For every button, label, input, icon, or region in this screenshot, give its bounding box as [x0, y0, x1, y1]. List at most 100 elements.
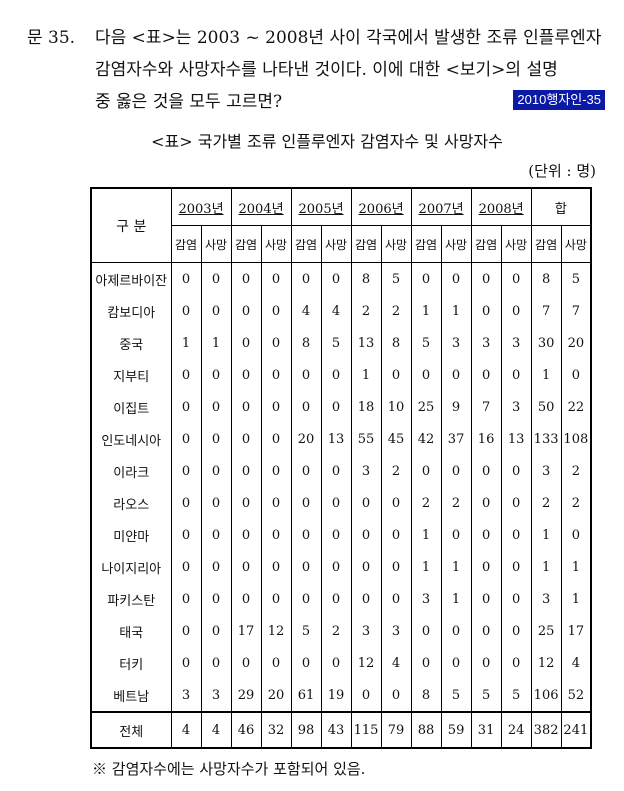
infected-cell: 4 [290, 295, 322, 327]
infected-cell: 3 [350, 615, 382, 647]
infected-cell: 5 [470, 679, 502, 712]
infected-cell: 0 [170, 583, 202, 615]
country-cell: 베트남 [90, 679, 172, 712]
deaths-cell: 13 [500, 423, 532, 455]
infected-cell: 88 [410, 711, 442, 748]
infected-cell: 3 [350, 455, 382, 487]
infected-header: 감염 [470, 225, 502, 263]
deaths-cell: 24 [500, 711, 532, 748]
infected-cell: 2 [530, 487, 562, 519]
corner-label: 구 분 [90, 188, 172, 263]
infected-cell: 13 [350, 327, 382, 359]
infected-cell: 1 [530, 359, 562, 391]
deaths-cell: 2 [560, 487, 592, 519]
deaths-cell: 0 [380, 679, 412, 712]
infected-header: 감염 [530, 225, 562, 263]
infected-cell: 0 [230, 423, 262, 455]
country-cell: 미얀마 [90, 519, 172, 551]
deaths-header: 사망 [320, 225, 352, 263]
table-row: 라오스 0 0 0 0 0 0 0 0 2 2 0 0 2 2 [90, 487, 592, 519]
deaths-cell: 45 [380, 423, 412, 455]
country-cell: 지부티 [90, 359, 172, 391]
infected-cell: 0 [290, 262, 322, 295]
infected-cell: 3 [170, 679, 202, 712]
infected-cell: 1 [170, 327, 202, 359]
deaths-cell: 79 [380, 711, 412, 748]
deaths-cell: 2 [320, 615, 352, 647]
infected-cell: 0 [410, 262, 442, 295]
deaths-cell: 0 [440, 615, 472, 647]
infected-cell: 0 [170, 359, 202, 391]
deaths-cell: 2 [440, 487, 472, 519]
deaths-cell: 0 [260, 487, 292, 519]
table-unit: (단위 : 명) [528, 162, 596, 180]
infected-cell: 0 [290, 551, 322, 583]
infected-cell: 0 [170, 487, 202, 519]
infected-cell: 0 [470, 583, 502, 615]
deaths-header: 사망 [260, 225, 292, 263]
infected-cell: 0 [230, 647, 262, 679]
infected-cell: 1 [350, 359, 382, 391]
deaths-cell: 0 [380, 519, 412, 551]
infected-cell: 29 [230, 679, 262, 712]
infected-cell: 7 [530, 295, 562, 327]
infected-cell: 17 [230, 615, 262, 647]
infected-cell: 382 [530, 711, 562, 748]
deaths-cell: 0 [500, 295, 532, 327]
infected-cell: 12 [530, 647, 562, 679]
year-header: 2003년 [170, 188, 232, 226]
deaths-cell: 0 [320, 519, 352, 551]
table-row: 지부티 0 0 0 0 0 0 1 0 0 0 0 0 1 0 [90, 359, 592, 391]
sub-header-row: 감염 사망 감염 사망 감염 사망 감염 사망 감염 사망 감염 사망 감염 사망 [91, 225, 592, 263]
infected-header: 감염 [350, 225, 382, 263]
infected-cell: 0 [230, 551, 262, 583]
infected-cell: 0 [290, 583, 322, 615]
deaths-cell: 20 [560, 327, 592, 359]
infected-cell: 0 [170, 423, 202, 455]
year-header: 2008년 [470, 188, 532, 226]
infected-cell: 8 [350, 262, 382, 295]
infected-cell: 25 [530, 615, 562, 647]
country-cell: 인도네시아 [90, 423, 172, 455]
question-line-1: 문 35. 다음 <표>는 2003 ~ 2008년 사이 각국에서 발생한 조류… [27, 22, 607, 54]
country-cell: 나이지리아 [90, 551, 172, 583]
infected-cell: 0 [170, 615, 202, 647]
infected-cell: 0 [290, 519, 322, 551]
deaths-cell: 0 [200, 487, 232, 519]
infected-cell: 1 [410, 551, 442, 583]
deaths-cell: 2 [380, 455, 412, 487]
deaths-cell: 0 [440, 455, 472, 487]
deaths-cell: 17 [560, 615, 592, 647]
infected-cell: 0 [170, 262, 202, 295]
country-cell: 아제르바이잔 [90, 262, 172, 295]
deaths-cell: 0 [320, 359, 352, 391]
deaths-cell: 0 [500, 615, 532, 647]
deaths-cell: 0 [380, 487, 412, 519]
deaths-cell: 0 [500, 583, 532, 615]
infected-cell: 0 [470, 647, 502, 679]
deaths-cell: 0 [440, 519, 472, 551]
country-cell: 이집트 [90, 391, 172, 423]
deaths-cell: 22 [560, 391, 592, 423]
infected-cell: 0 [350, 487, 382, 519]
deaths-cell: 10 [380, 391, 412, 423]
deaths-cell: 4 [560, 647, 592, 679]
deaths-cell: 0 [380, 583, 412, 615]
infected-header: 감염 [290, 225, 322, 263]
question-number: 문 35. [27, 28, 76, 48]
infected-cell: 0 [350, 551, 382, 583]
table-row: 미얀마 0 0 0 0 0 0 0 0 1 0 0 0 1 0 [90, 519, 592, 551]
infected-cell: 1 [530, 551, 562, 583]
infected-cell: 0 [410, 615, 442, 647]
table-row: 이집트 0 0 0 0 0 0 18 10 25 9 7 3 50 22 [90, 391, 592, 423]
country-cell: 파키스탄 [90, 583, 172, 615]
infected-cell: 0 [410, 647, 442, 679]
deaths-cell: 4 [320, 295, 352, 327]
infected-cell: 55 [350, 423, 382, 455]
deaths-cell: 0 [200, 455, 232, 487]
deaths-cell: 0 [500, 359, 532, 391]
deaths-cell: 5 [500, 679, 532, 712]
data-table: 구 분 2003년 2004년 2005년 2006년 2007년 2008년 … [90, 187, 593, 749]
infected-cell: 0 [350, 583, 382, 615]
total-row: 전체 4 4 46 32 98 43 115 79 88 59 31 24 382 241 [90, 711, 592, 748]
